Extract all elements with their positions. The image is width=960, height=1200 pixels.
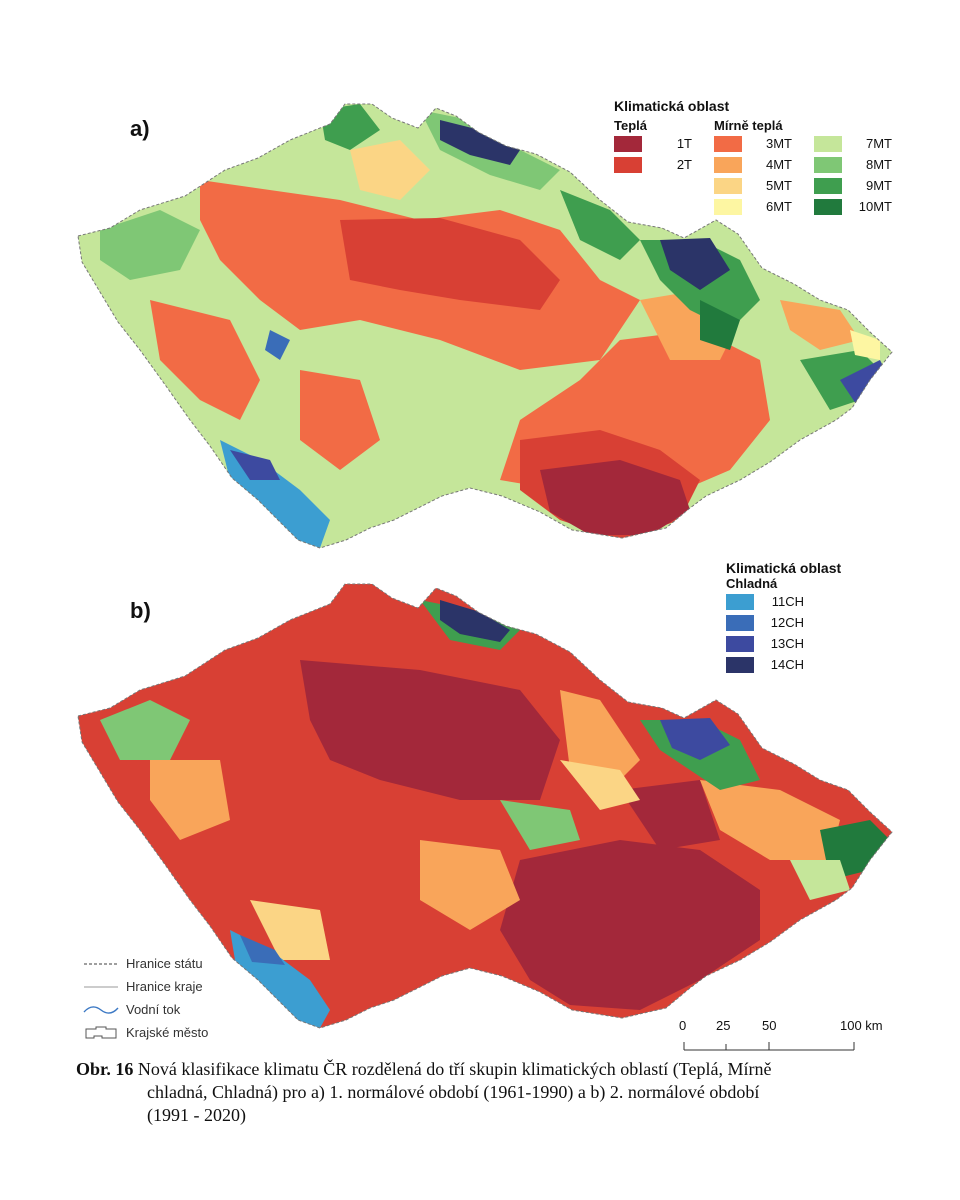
- caption-line-2: chladná, Chladná) pro a) 1. normálové ob…: [147, 1082, 760, 1102]
- legend-state-border-label: Hranice státu: [126, 956, 203, 971]
- wave-line-icon: [83, 1005, 119, 1014]
- swatch-11CH: [726, 593, 754, 610]
- legend-item-10MT: 10MT: [814, 196, 892, 217]
- legend-group-warm: Teplá: [614, 118, 647, 133]
- legend-city: Krajské město: [82, 1021, 208, 1044]
- legend-item-5MT: 5MT: [714, 175, 792, 196]
- legend-mild-column-1: Mírně teplá 3MT 4MT 5MT 6MT: [714, 118, 792, 217]
- swatch-4MT: [714, 156, 742, 173]
- map-a-state-border: [77, 103, 893, 549]
- swatch-14CH: [726, 656, 754, 673]
- swatch-1T: [614, 135, 642, 152]
- thin-line-icon: [84, 986, 118, 987]
- city-outline-icon: [85, 1026, 117, 1038]
- legend-item-4MT: 4MT: [714, 154, 792, 175]
- legend-mild-column-2: 7MT 8MT 9MT 10MT: [814, 118, 892, 217]
- swatch-12CH: [726, 614, 754, 631]
- swatch-10MT: [814, 198, 842, 215]
- caption-line-3: (1991 - 2020): [147, 1105, 246, 1125]
- scale-label-25: 25: [716, 1018, 731, 1033]
- map-symbol-legend: Hranice státu Hranice kraje Vodní tok Kr…: [82, 952, 208, 1044]
- legend-code: 7MT: [866, 136, 892, 151]
- scale-label-0: 0: [679, 1018, 687, 1033]
- legend-item-1T: 1T: [614, 133, 692, 154]
- panel-a-label: a): [130, 116, 150, 141]
- legend-group-mild: Mírně teplá: [714, 118, 783, 133]
- legend-item-8MT: 8MT: [814, 154, 892, 175]
- swatch-9MT: [814, 177, 842, 194]
- legend-item-9MT: 9MT: [814, 175, 892, 196]
- legend-code: 1T: [676, 136, 692, 151]
- legend-code: 4MT: [766, 157, 792, 172]
- legend-b-title: Klimatická oblast: [726, 560, 842, 576]
- legend-code: 14CH: [770, 657, 804, 672]
- caption-lead: Obr. 16: [76, 1059, 134, 1079]
- legend-group-cold: Chladná: [726, 576, 778, 591]
- legend-a-title: Klimatická oblast: [614, 98, 730, 114]
- legend-item-2T: 2T: [614, 154, 692, 175]
- legend-region-border: Hranice kraje: [82, 975, 208, 998]
- legend-code: 2T: [676, 157, 692, 172]
- legend-item-13CH: 13CH: [726, 633, 841, 654]
- legend-code: 9MT: [866, 178, 892, 193]
- legend-item-3MT: 3MT: [714, 133, 792, 154]
- swatch-3MT: [714, 135, 742, 152]
- legend-water: Vodní tok: [82, 998, 208, 1021]
- swatch-2T: [614, 156, 642, 173]
- figure-caption: Obr. 16 Nová klasifikace klimatu ČR rozd…: [76, 1058, 906, 1127]
- scale-label-50: 50: [762, 1018, 777, 1033]
- scale-label-100: 100 km: [840, 1018, 883, 1033]
- climate-map-1961-1990: [77, 103, 893, 549]
- swatch-13CH: [726, 635, 754, 652]
- map-b-state-border: [77, 583, 893, 1029]
- legend-water-label: Vodní tok: [126, 1002, 181, 1017]
- panel-b-label: b): [130, 598, 151, 623]
- legend-code: 12CH: [770, 615, 804, 630]
- legend-code: 8MT: [866, 157, 892, 172]
- legend-code: 6MT: [766, 199, 792, 214]
- swatch-5MT: [714, 177, 742, 194]
- legend-state-border: Hranice státu: [82, 952, 208, 975]
- legend-code: 13CH: [770, 636, 804, 651]
- legend-climate-b: Klimatická oblast Chladná 11CH 12CH 13CH…: [726, 560, 841, 675]
- legend-item-6MT: 6MT: [714, 196, 792, 217]
- scale-bar-line: [683, 1042, 855, 1051]
- swatch-8MT: [814, 156, 842, 173]
- legend-item-7MT: 7MT: [814, 133, 892, 154]
- legend-climate-a: Klimatická oblast Teplá 1T 2T Mírně tepl…: [614, 98, 914, 217]
- legend-region-border-label: Hranice kraje: [126, 979, 203, 994]
- legend-city-label: Krajské město: [126, 1025, 209, 1040]
- swatch-7MT: [814, 135, 842, 152]
- caption-line-1: Nová klasifikace klimatu ČR rozdělená do…: [133, 1059, 772, 1079]
- legend-code: 10MT: [858, 199, 892, 214]
- legend-item-11CH: 11CH: [726, 591, 841, 612]
- legend-code: 5MT: [766, 178, 792, 193]
- scale-bar: 0 25 50 100 km: [676, 1018, 896, 1058]
- swatch-6MT: [714, 198, 742, 215]
- legend-code: 3MT: [766, 136, 792, 151]
- legend-warm-column: Teplá 1T 2T: [614, 118, 692, 217]
- legend-code: 11CH: [771, 594, 804, 609]
- climate-map-1991-2020: [77, 583, 893, 1029]
- legend-item-14CH: 14CH: [726, 654, 841, 675]
- legend-item-12CH: 12CH: [726, 612, 841, 633]
- dashed-line-icon: [84, 962, 118, 965]
